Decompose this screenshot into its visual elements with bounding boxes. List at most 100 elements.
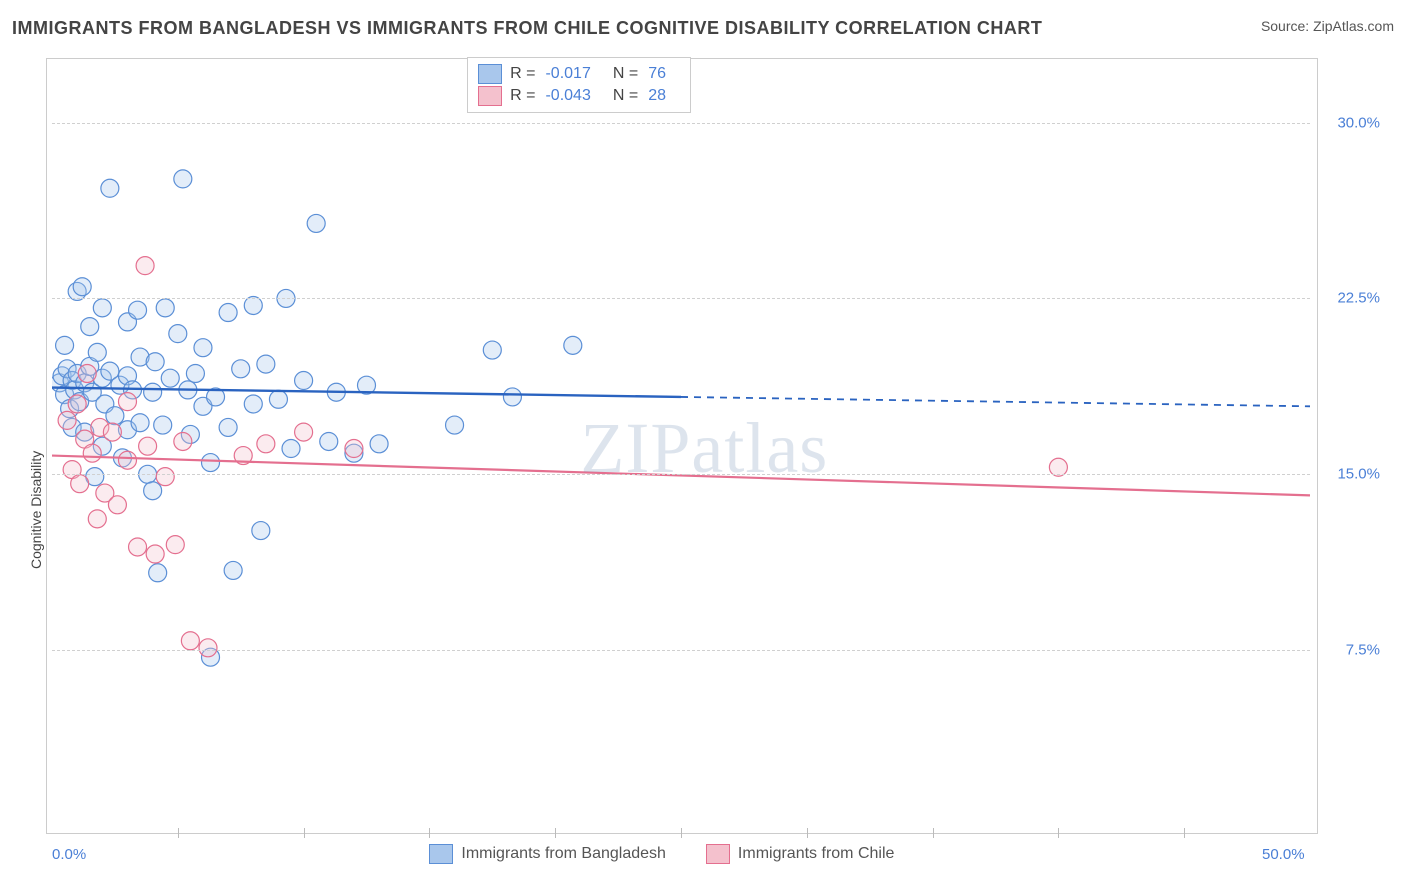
legend-r-value: -0.043 [545,87,604,105]
scatter-point-series-0 [483,341,501,359]
scatter-point-series-0 [446,416,464,434]
legend-stats-box: R =-0.017N =76R =-0.043N =28 [467,57,691,113]
scatter-point-series-1 [78,364,96,382]
x-axis-tick [555,828,556,838]
legend-n-label: N = [613,65,640,83]
x-axis-tick [1184,828,1185,838]
scatter-point-series-0 [146,353,164,371]
scatter-point-series-0 [106,407,124,425]
legend-swatch [478,86,502,106]
scatter-point-series-1 [83,444,101,462]
plot-area: ZIPatlas 7.5%15.0%22.5%30.0% [52,64,1310,826]
scatter-point-series-1 [103,423,121,441]
scatter-point-series-1 [58,411,76,429]
scatter-point-series-0 [81,318,99,336]
legend-swatch [478,64,502,84]
scatter-point-series-0 [194,339,212,357]
scatter-point-series-0 [269,390,287,408]
scatter-point-series-1 [118,393,136,411]
scatter-point-series-0 [252,522,270,540]
scatter-point-series-0 [219,418,237,436]
scatter-point-series-0 [73,278,91,296]
scatter-point-series-0 [503,388,521,406]
gridline [52,650,1310,651]
scatter-point-series-1 [136,257,154,275]
plot-svg [52,64,1310,826]
source-name: ZipAtlas.com [1313,18,1394,34]
scatter-point-series-1 [129,538,147,556]
scatter-point-series-0 [131,414,149,432]
scatter-point-series-0 [144,383,162,401]
scatter-point-series-0 [174,170,192,188]
scatter-point-series-0 [244,395,262,413]
scatter-point-series-0 [320,432,338,450]
y-axis-title: Cognitive Disability [28,451,44,569]
scatter-point-series-0 [282,440,300,458]
scatter-point-series-1 [88,510,106,528]
trend-line-dashed-0 [681,397,1310,406]
scatter-point-series-1 [174,432,192,450]
gridline [52,123,1310,124]
scatter-point-series-0 [144,482,162,500]
chart-header: IMMIGRANTS FROM BANGLADESH VS IMMIGRANTS… [12,18,1394,39]
scatter-point-series-1 [71,475,89,493]
scatter-point-series-0 [154,416,172,434]
x-axis-tick [178,828,179,838]
legend-series-label: Immigrants from Chile [738,845,894,863]
legend-series-label: Immigrants from Bangladesh [461,845,666,863]
scatter-point-series-0 [224,561,242,579]
scatter-point-series-1 [295,423,313,441]
legend-r-label: R = [510,87,537,105]
x-axis-tick [304,828,305,838]
scatter-point-series-1 [166,536,184,554]
legend-r-label: R = [510,65,537,83]
scatter-point-series-0 [564,336,582,354]
legend-n-value: 76 [648,65,680,83]
scatter-point-series-0 [232,360,250,378]
scatter-point-series-1 [345,440,363,458]
x-axis-tick [429,828,430,838]
source-label: Source: [1261,18,1309,34]
legend-n-label: N = [613,87,640,105]
y-axis-tick-label: 7.5% [1346,642,1380,659]
y-axis-tick-label: 15.0% [1337,466,1380,483]
scatter-point-series-0 [129,301,147,319]
scatter-point-series-0 [186,364,204,382]
scatter-point-series-1 [199,639,217,657]
x-axis-tick [1058,828,1059,838]
scatter-point-series-0 [93,299,111,317]
scatter-point-series-0 [370,435,388,453]
x-axis-max-label: 50.0% [1262,846,1305,863]
scatter-point-series-0 [88,343,106,361]
legend-series-item: Immigrants from Chile [706,844,894,864]
scatter-point-series-0 [149,564,167,582]
scatter-point-series-0 [161,369,179,387]
legend-swatch [706,844,730,864]
legend-series: Immigrants from Bangladesh Immigrants fro… [429,844,924,864]
x-axis-tick [807,828,808,838]
scatter-point-series-1 [118,451,136,469]
x-axis-tick [933,828,934,838]
scatter-point-series-0 [169,325,187,343]
scatter-point-series-1 [156,468,174,486]
legend-swatch [429,844,453,864]
y-axis-tick-label: 30.0% [1337,114,1380,131]
scatter-point-series-0 [219,304,237,322]
y-axis-tick-label: 22.5% [1337,290,1380,307]
scatter-point-series-0 [295,372,313,390]
gridline [52,474,1310,475]
scatter-point-series-1 [146,545,164,563]
legend-series-item: Immigrants from Bangladesh [429,844,666,864]
scatter-point-series-1 [68,395,86,413]
scatter-point-series-1 [108,496,126,514]
scatter-point-series-0 [202,454,220,472]
scatter-point-series-1 [139,437,157,455]
scatter-point-series-1 [257,435,275,453]
scatter-point-series-0 [101,179,119,197]
chart-source: Source: ZipAtlas.com [1261,18,1394,34]
scatter-point-series-0 [156,299,174,317]
legend-n-value: 28 [648,87,680,105]
x-axis-tick [681,828,682,838]
scatter-point-series-0 [257,355,275,373]
legend-stats-row: R = -0.043 N = 28 [478,86,680,106]
